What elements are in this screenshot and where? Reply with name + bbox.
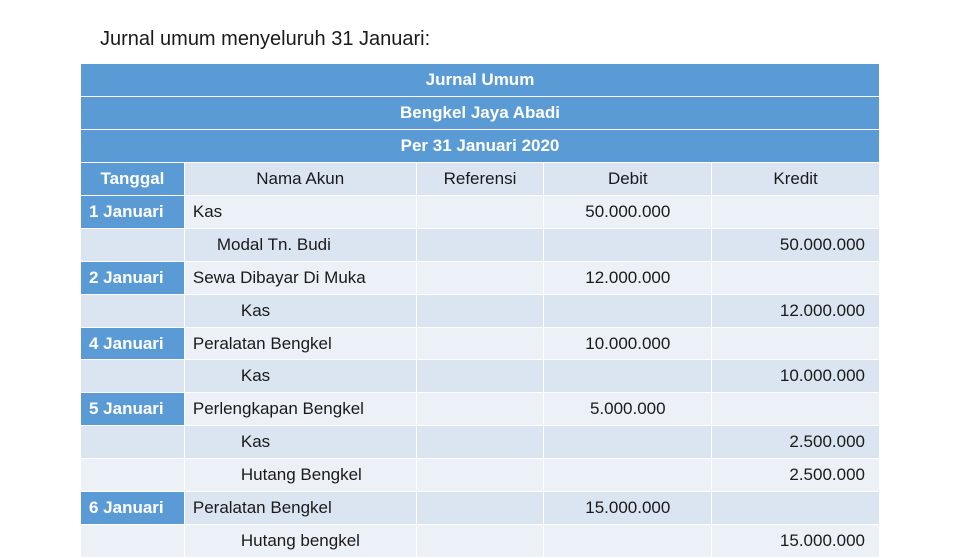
cell-nama-akun: Kas	[184, 195, 416, 228]
table-header-band-text: Per 31 Januari 2020	[81, 129, 880, 162]
cell-referensi	[416, 294, 544, 327]
cell-referensi	[416, 228, 544, 261]
cell-tanggal	[81, 426, 185, 459]
cell-debit: 10.000.000	[544, 327, 712, 360]
cell-nama-akun: Kas	[184, 426, 416, 459]
cell-tanggal	[81, 525, 185, 558]
cell-debit	[544, 426, 712, 459]
cell-debit	[544, 525, 712, 558]
table-row: Hutang bengkel 15.000.000	[81, 525, 880, 558]
cell-kredit	[712, 195, 880, 228]
cell-nama-akun: Perlengkapan Bengkel	[184, 393, 416, 426]
cell-tanggal	[81, 360, 185, 393]
cell-referensi	[416, 327, 544, 360]
cell-kredit	[712, 393, 880, 426]
table-row: 5 JanuariPerlengkapan Bengkel 5.000.000	[81, 393, 880, 426]
table-header-band: Bengkel Jaya Abadi	[81, 96, 880, 129]
table-row: Kas 12.000.000	[81, 294, 880, 327]
table-row: 4 JanuariPeralatan Bengkel 10.000.000	[81, 327, 880, 360]
table-row: Kas 2.500.000	[81, 426, 880, 459]
table-row: 6 JanuariPeralatan Bengkel 15.000.000	[81, 492, 880, 525]
cell-tanggal	[81, 228, 185, 261]
table-row: 2 JanuariSewa Dibayar Di Muka 12.000.000	[81, 261, 880, 294]
cell-debit: 12.000.000	[544, 261, 712, 294]
cell-referensi	[416, 261, 544, 294]
page-title: Jurnal umum menyeluruh 31 Januari:	[100, 28, 880, 51]
cell-referensi	[416, 195, 544, 228]
table-header-band-text: Bengkel Jaya Abadi	[81, 96, 880, 129]
col-tanggal: Tanggal	[81, 162, 185, 195]
cell-kredit: 2.500.000	[712, 426, 880, 459]
cell-referensi	[416, 426, 544, 459]
cell-referensi	[416, 492, 544, 525]
col-kredit: Kredit	[712, 162, 880, 195]
cell-referensi	[416, 525, 544, 558]
table-row: Modal Tn. Budi 50.000.000	[81, 228, 880, 261]
cell-referensi	[416, 393, 544, 426]
cell-debit: 50.000.000	[544, 195, 712, 228]
col-debit: Debit	[544, 162, 712, 195]
cell-kredit	[712, 327, 880, 360]
cell-tanggal: 2 Januari	[81, 261, 185, 294]
cell-debit	[544, 360, 712, 393]
cell-kredit: 12.000.000	[712, 294, 880, 327]
cell-debit	[544, 228, 712, 261]
jurnal-table: Jurnal UmumBengkel Jaya AbadiPer 31 Janu…	[80, 63, 880, 558]
cell-nama-akun: Kas	[184, 360, 416, 393]
table-header-band-text: Jurnal Umum	[81, 64, 880, 97]
table-row: 1 JanuariKas 50.000.000	[81, 195, 880, 228]
cell-referensi	[416, 459, 544, 492]
cell-nama-akun: Hutang Bengkel	[184, 459, 416, 492]
table-column-header: TanggalNama AkunReferensiDebitKredit	[81, 162, 880, 195]
cell-debit: 15.000.000	[544, 492, 712, 525]
table-row: Kas 10.000.000	[81, 360, 880, 393]
cell-nama-akun: Kas	[184, 294, 416, 327]
col-nama-akun: Nama Akun	[184, 162, 416, 195]
cell-nama-akun: Modal Tn. Budi	[184, 228, 416, 261]
cell-kredit: 50.000.000	[712, 228, 880, 261]
cell-debit	[544, 294, 712, 327]
cell-tanggal	[81, 459, 185, 492]
cell-nama-akun: Sewa Dibayar Di Muka	[184, 261, 416, 294]
cell-kredit: 15.000.000	[712, 525, 880, 558]
col-referensi: Referensi	[416, 162, 544, 195]
cell-kredit	[712, 261, 880, 294]
cell-tanggal: 5 Januari	[81, 393, 185, 426]
cell-kredit: 10.000.000	[712, 360, 880, 393]
cell-nama-akun: Peralatan Bengkel	[184, 327, 416, 360]
cell-tanggal: 1 Januari	[81, 195, 185, 228]
cell-kredit: 2.500.000	[712, 459, 880, 492]
cell-debit	[544, 459, 712, 492]
table-header-band: Jurnal Umum	[81, 64, 880, 97]
cell-referensi	[416, 360, 544, 393]
cell-nama-akun: Peralatan Bengkel	[184, 492, 416, 525]
table-header-band: Per 31 Januari 2020	[81, 129, 880, 162]
cell-tanggal: 6 Januari	[81, 492, 185, 525]
cell-tanggal: 4 Januari	[81, 327, 185, 360]
cell-debit: 5.000.000	[544, 393, 712, 426]
cell-tanggal	[81, 294, 185, 327]
cell-nama-akun: Hutang bengkel	[184, 525, 416, 558]
cell-kredit	[712, 492, 880, 525]
table-row: Hutang Bengkel 2.500.000	[81, 459, 880, 492]
